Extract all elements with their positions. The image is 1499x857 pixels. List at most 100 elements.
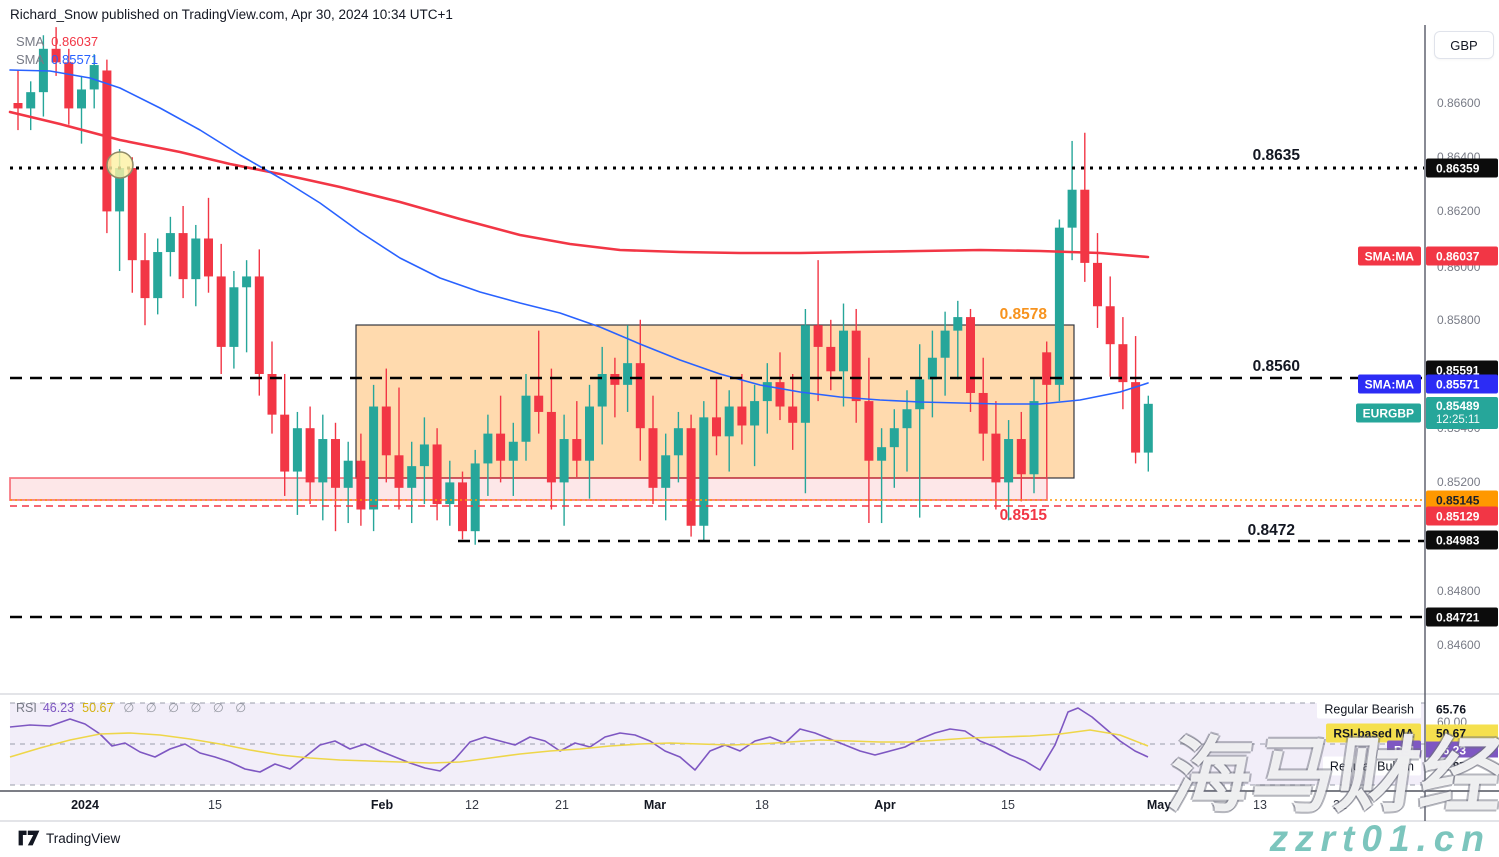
candle-body	[775, 382, 785, 407]
range-box-label: 0.8578	[1000, 306, 1048, 323]
candle-body	[13, 103, 23, 109]
candle-body	[673, 428, 683, 456]
rsi-legend: RSI 46.23 50.67 ∅ ∅ ∅ ∅ ∅ ∅	[16, 700, 250, 715]
tradingview-footer[interactable]: TradingView	[18, 830, 120, 846]
candle-body	[724, 406, 734, 437]
rsi-ma-value: 50.67	[82, 701, 114, 715]
candle-body	[813, 325, 823, 347]
candle-body	[115, 168, 125, 212]
candle-body	[953, 317, 963, 331]
sma-fast-line	[9, 69, 1149, 405]
candle-body	[343, 460, 353, 488]
candle-body	[483, 433, 493, 464]
time-tick-may: May	[1146, 798, 1172, 812]
publish-attribution: Richard_Snow published on TradingView.co…	[10, 7, 453, 22]
price-tag-0.84983: 0.84983	[1426, 530, 1498, 550]
time-tick-22: 22	[1333, 798, 1347, 812]
candle-body	[77, 89, 86, 109]
candle-body	[407, 466, 417, 488]
candle-body	[839, 330, 848, 372]
candle-body	[940, 330, 950, 358]
candle-body	[966, 317, 975, 393]
time-tick-18: 18	[755, 798, 769, 812]
price-tag-0.86037: 0.86037	[1426, 246, 1498, 266]
candle-body	[610, 374, 620, 385]
time-tick-15: 15	[1001, 798, 1015, 812]
rsi-axis-value: 50.67	[1426, 724, 1498, 742]
candle-body	[153, 252, 163, 299]
price-axis[interactable]: 0.866000.864000.862000.860000.858000.854…	[1426, 0, 1499, 821]
support-band-label: 0.8515	[1000, 507, 1048, 524]
candle-body	[927, 357, 937, 380]
rsi-value: 46.23	[42, 701, 75, 715]
candle-body	[267, 374, 277, 415]
candle-body	[699, 417, 709, 526]
candle-body	[369, 406, 379, 510]
candle-body	[1029, 401, 1039, 475]
candle-body	[242, 276, 252, 288]
candle-body	[280, 414, 290, 472]
candle-body	[216, 276, 226, 347]
time-tick-apr: Apr	[874, 798, 896, 812]
rsi-empty-slots: ∅ ∅ ∅ ∅ ∅ ∅	[123, 701, 251, 715]
tradingview-logo-icon	[18, 830, 40, 846]
candle-body	[419, 444, 429, 467]
candle-body	[89, 65, 99, 90]
price-tick: 0.85200	[1437, 475, 1481, 489]
event-circle[interactable]	[106, 151, 134, 179]
rsi-series-rsi	[9, 707, 1149, 773]
candle-body	[534, 395, 544, 412]
sma-fast-label: SMA	[16, 52, 45, 67]
candle-body	[64, 62, 74, 109]
candle-body	[1131, 382, 1141, 453]
candle-body	[572, 439, 582, 461]
price-tag-0.84721: 0.84721	[1426, 607, 1498, 627]
candle-body	[1143, 403, 1153, 453]
candle-body	[864, 401, 874, 461]
candle-body	[648, 428, 658, 488]
candle-body	[191, 238, 201, 280]
candle-body	[127, 168, 137, 261]
candle-body	[1004, 439, 1014, 483]
candle-body	[1054, 227, 1064, 385]
candle-body	[889, 428, 899, 448]
candle-body	[381, 406, 391, 456]
candle-body	[915, 379, 925, 410]
candle-body	[102, 70, 112, 212]
candle-body	[140, 260, 150, 299]
candle-body	[445, 482, 455, 505]
currency-selector-button[interactable]: GBP	[1434, 31, 1494, 59]
candle-body	[635, 363, 645, 429]
time-axis[interactable]: 2024 15 Feb 12 21 Mar 18 Apr 15 May 13 22	[0, 792, 1499, 821]
rsi-axis-value: 46.23	[1426, 741, 1498, 759]
candle-body	[737, 406, 747, 426]
rsi-axis-value: 65.76	[1426, 700, 1498, 718]
candle-body	[26, 92, 36, 109]
resistance-0.8635-label: 0.8635	[1253, 147, 1301, 164]
support-band	[9, 477, 1048, 501]
candle-body	[165, 233, 175, 253]
candle-body	[877, 447, 887, 461]
candle-body	[508, 441, 518, 461]
price-tick: 0.84800	[1437, 584, 1481, 598]
candle-body	[331, 439, 340, 488]
candle-body	[546, 411, 556, 483]
sma-fast-legend-row: SMA 0.85571	[16, 51, 98, 69]
price-tick: 0.86600	[1437, 96, 1481, 110]
candle-body	[51, 48, 61, 63]
sma-fast-value: 0.85571	[51, 52, 99, 67]
price-tick: 0.85800	[1437, 313, 1481, 327]
candle-body	[254, 276, 264, 374]
rsi-title: RSI	[16, 701, 37, 715]
candle-body	[712, 417, 721, 437]
rsi-axis[interactable]: 65.76 60.00 50.67 46.23 41.87	[1426, 694, 1499, 792]
tradingview-brand-text: TradingView	[46, 830, 121, 846]
time-tick-15: 15	[208, 798, 222, 812]
candle-body	[991, 433, 1001, 483]
candle-body	[470, 463, 480, 532]
candle-body	[686, 428, 696, 526]
rsi-axis-value: 41.87	[1426, 757, 1498, 775]
time-tick-21: 21	[555, 798, 569, 812]
